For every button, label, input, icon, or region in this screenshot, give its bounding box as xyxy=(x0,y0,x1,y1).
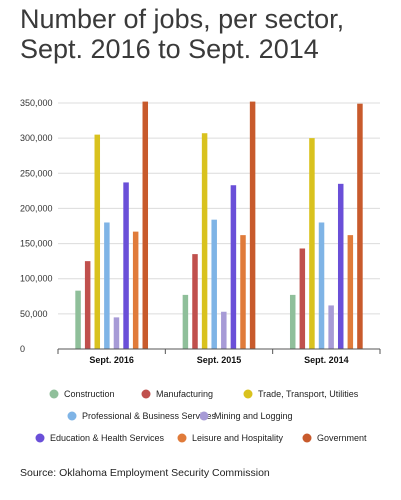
y-tick-label: 350,000 xyxy=(20,98,53,108)
bar xyxy=(192,254,198,349)
bar xyxy=(337,183,344,349)
bar xyxy=(221,311,227,349)
y-tick-label: 300,000 xyxy=(20,133,53,143)
bar xyxy=(347,235,354,349)
legend: Construction Manufacturing Trade, Transpor… xyxy=(35,389,367,443)
bar xyxy=(113,317,120,349)
y-axis-ticks: 0 50,000 100,000 150,000 200,000 250,000 300,0… xyxy=(20,98,53,354)
bar xyxy=(299,248,306,349)
legend-label: Construction xyxy=(64,389,115,399)
y-tick-label: 150,000 xyxy=(20,239,53,249)
bar xyxy=(104,222,110,349)
x-axis: Sept. 2016 Sept. 2015 Sept. 2014 xyxy=(57,348,381,365)
legend-label: Professional & Business Services xyxy=(82,411,217,421)
bar xyxy=(211,219,217,349)
legend-swatch xyxy=(35,433,45,443)
legend-label: Mining and Logging xyxy=(214,411,293,421)
bar xyxy=(249,101,256,349)
bar xyxy=(123,182,129,349)
bar xyxy=(289,294,296,349)
bar xyxy=(182,294,189,349)
y-tick-label: 200,000 xyxy=(20,203,53,213)
bar xyxy=(201,133,208,349)
grid-lines xyxy=(58,102,380,350)
x-category-label: Sept. 2014 xyxy=(304,355,349,365)
legend-swatch xyxy=(49,389,59,399)
legend-label: Leisure and Hospitality xyxy=(192,433,284,443)
bar xyxy=(240,235,246,349)
bar xyxy=(142,101,149,349)
bar xyxy=(94,134,101,349)
legend-label: Government xyxy=(317,433,367,443)
source-note: Source: Oklahoma Employment Security Com… xyxy=(20,467,270,479)
legend-swatch xyxy=(177,433,187,443)
legend-swatch xyxy=(141,389,151,399)
bar xyxy=(328,305,334,349)
y-tick-label: 50,000 xyxy=(20,309,48,319)
legend-swatch xyxy=(67,411,77,421)
bar xyxy=(318,222,325,349)
legend-swatch xyxy=(199,411,209,421)
bar xyxy=(75,290,81,349)
bars xyxy=(75,101,363,350)
bar xyxy=(84,261,91,349)
y-tick-label: 0 xyxy=(20,344,25,354)
bar xyxy=(132,231,139,349)
legend-label: Manufacturing xyxy=(156,389,213,399)
x-category-label: Sept. 2015 xyxy=(197,355,242,365)
chart-title: Number of jobs, per sector, Sept. 2016 t… xyxy=(20,4,345,64)
x-category-label: Sept. 2016 xyxy=(89,355,134,365)
bar xyxy=(357,103,363,350)
bar xyxy=(309,138,315,349)
legend-label: Trade, Transport, Utilities xyxy=(258,389,359,399)
legend-swatch xyxy=(302,433,312,443)
bar xyxy=(230,185,237,349)
y-tick-label: 250,000 xyxy=(20,168,53,178)
legend-label: Education & Health Services xyxy=(50,433,165,443)
y-tick-label: 100,000 xyxy=(20,274,53,284)
legend-swatch xyxy=(243,389,253,399)
